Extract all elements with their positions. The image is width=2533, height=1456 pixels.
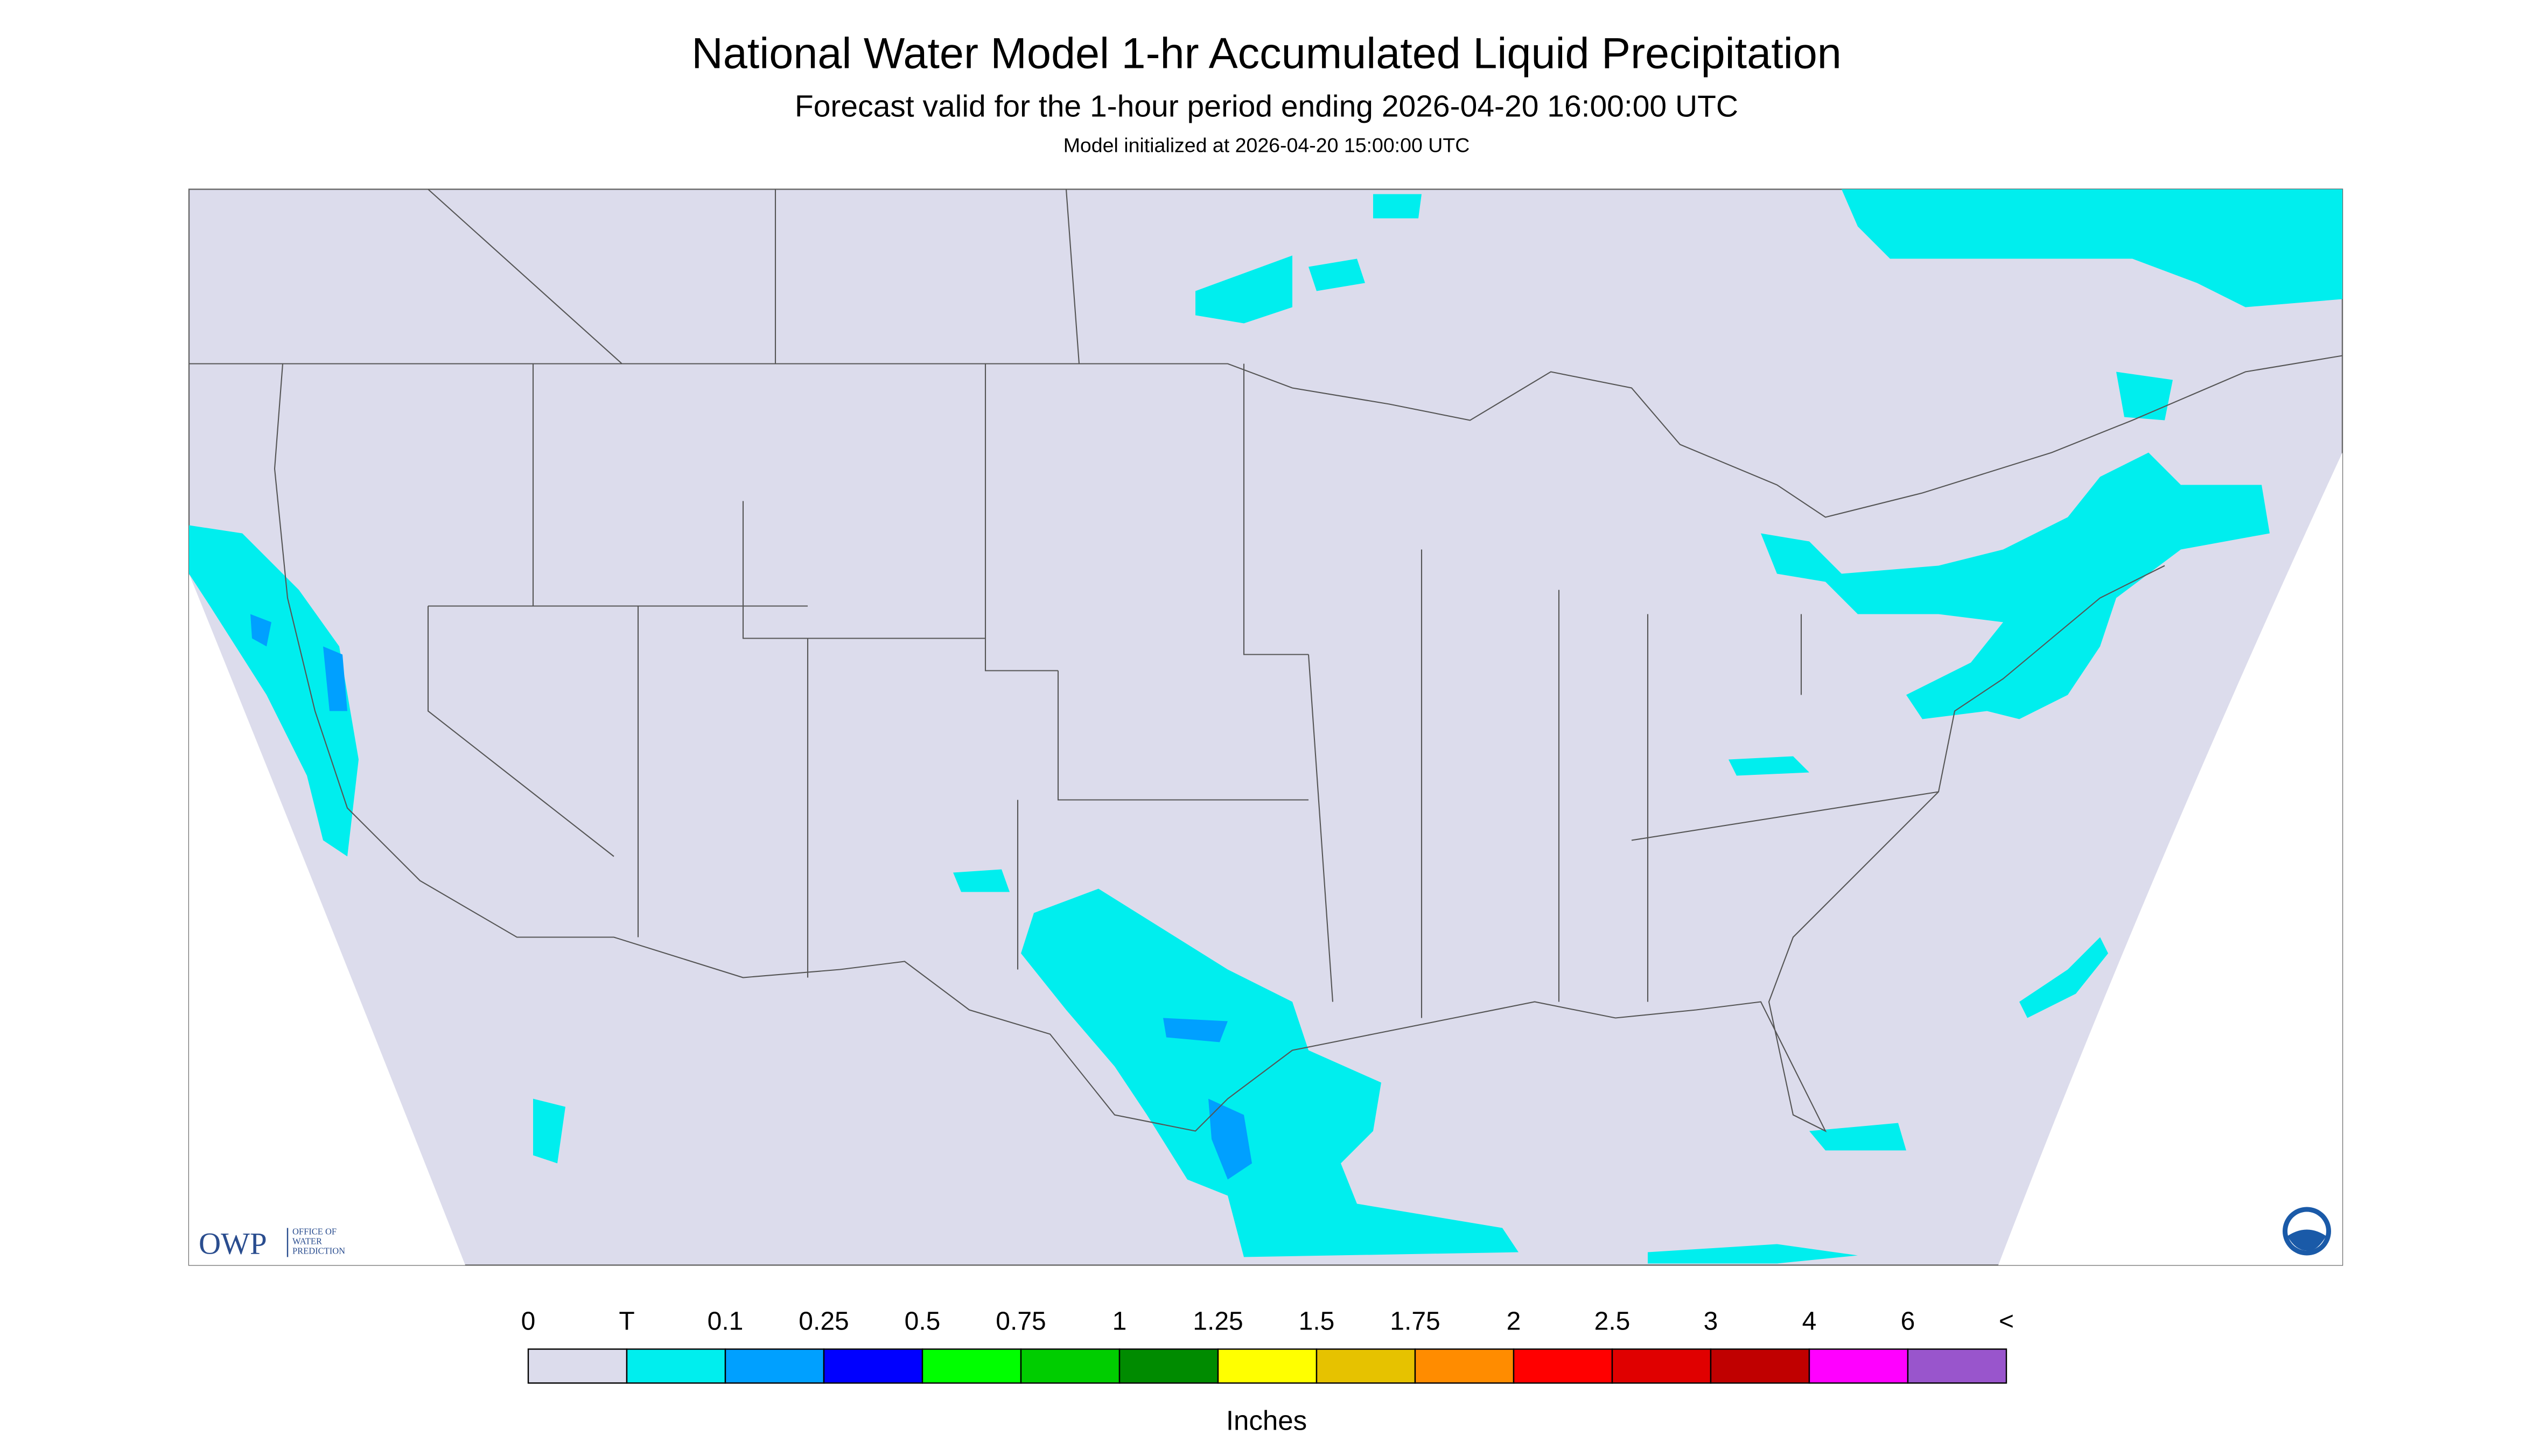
legend-swatch — [724, 1348, 825, 1384]
legend-swatch — [1611, 1348, 1712, 1384]
precip-areas — [189, 189, 2342, 1264]
legend-label: 3 — [1704, 1307, 1718, 1336]
legend-swatch — [527, 1348, 628, 1384]
legend-swatch — [823, 1348, 923, 1384]
legend-label: 0.1 — [708, 1307, 744, 1336]
noaa-logo — [2283, 1207, 2331, 1256]
logo-line: OFFICE OF — [292, 1227, 337, 1237]
legend-label: 4 — [1802, 1307, 1817, 1336]
legend-label: 1.5 — [1299, 1307, 1335, 1336]
legend-swatch — [921, 1348, 1022, 1384]
legend-label: 1.25 — [1193, 1307, 1243, 1336]
legend-label: 2.5 — [1594, 1307, 1631, 1336]
owp-logo: OWP OFFICE OF WATER PREDICTION — [199, 1227, 345, 1261]
legend-unit: Inches — [1226, 1405, 1307, 1436]
subtitle: Forecast valid for the 1-hour period end… — [795, 89, 1738, 124]
legend-swatch — [1414, 1348, 1515, 1384]
title: National Water Model 1-hr Accumulated Li… — [691, 30, 1842, 78]
boundaries — [189, 188, 2343, 1132]
legend-label: < — [1999, 1307, 2014, 1336]
domain-edge-right — [1998, 452, 2342, 1265]
legend-label: 0.75 — [996, 1307, 1046, 1336]
legend-swatch — [626, 1348, 726, 1384]
legend-label: T — [619, 1307, 634, 1336]
legend-swatch — [1907, 1348, 2007, 1384]
legend-swatch — [1513, 1348, 1613, 1384]
legend-label: 0 — [521, 1307, 536, 1336]
legend-label: 0.5 — [905, 1307, 941, 1336]
legend-label: 1 — [1112, 1307, 1127, 1336]
precip-areas-heavier — [250, 614, 1252, 1180]
logo-line: PREDICTION — [292, 1246, 345, 1256]
domain-edge-left — [189, 573, 465, 1265]
init-time: Model initialized at 2026-04-20 15:00:00… — [1063, 134, 1470, 157]
legend: 0 T 0.1 0.25 0.5 0.75 1 1.25 1.5 1.75 2 2.5 3 4 6 < — [521, 1307, 2014, 1384]
legend-swatch — [1808, 1348, 1909, 1384]
legend-label: 2 — [1507, 1307, 1521, 1336]
logo-text: OFFICE OF WATER PREDICTION — [292, 1227, 345, 1256]
legend-label: 0.25 — [799, 1307, 849, 1336]
legend-swatch — [1020, 1348, 1121, 1384]
legend-swatch — [1118, 1348, 1219, 1384]
map: OWP OFFICE OF WATER PREDICTION — [188, 188, 2343, 1266]
logo-abbr: OWP — [199, 1227, 267, 1261]
legend-swatch — [1217, 1348, 1318, 1384]
logo-line: WATER — [292, 1236, 322, 1247]
legend-label: 6 — [1901, 1307, 1915, 1336]
legend-swatch — [1316, 1348, 1416, 1384]
legend-swatch — [1710, 1348, 1810, 1384]
legend-label: 1.75 — [1390, 1307, 1440, 1336]
